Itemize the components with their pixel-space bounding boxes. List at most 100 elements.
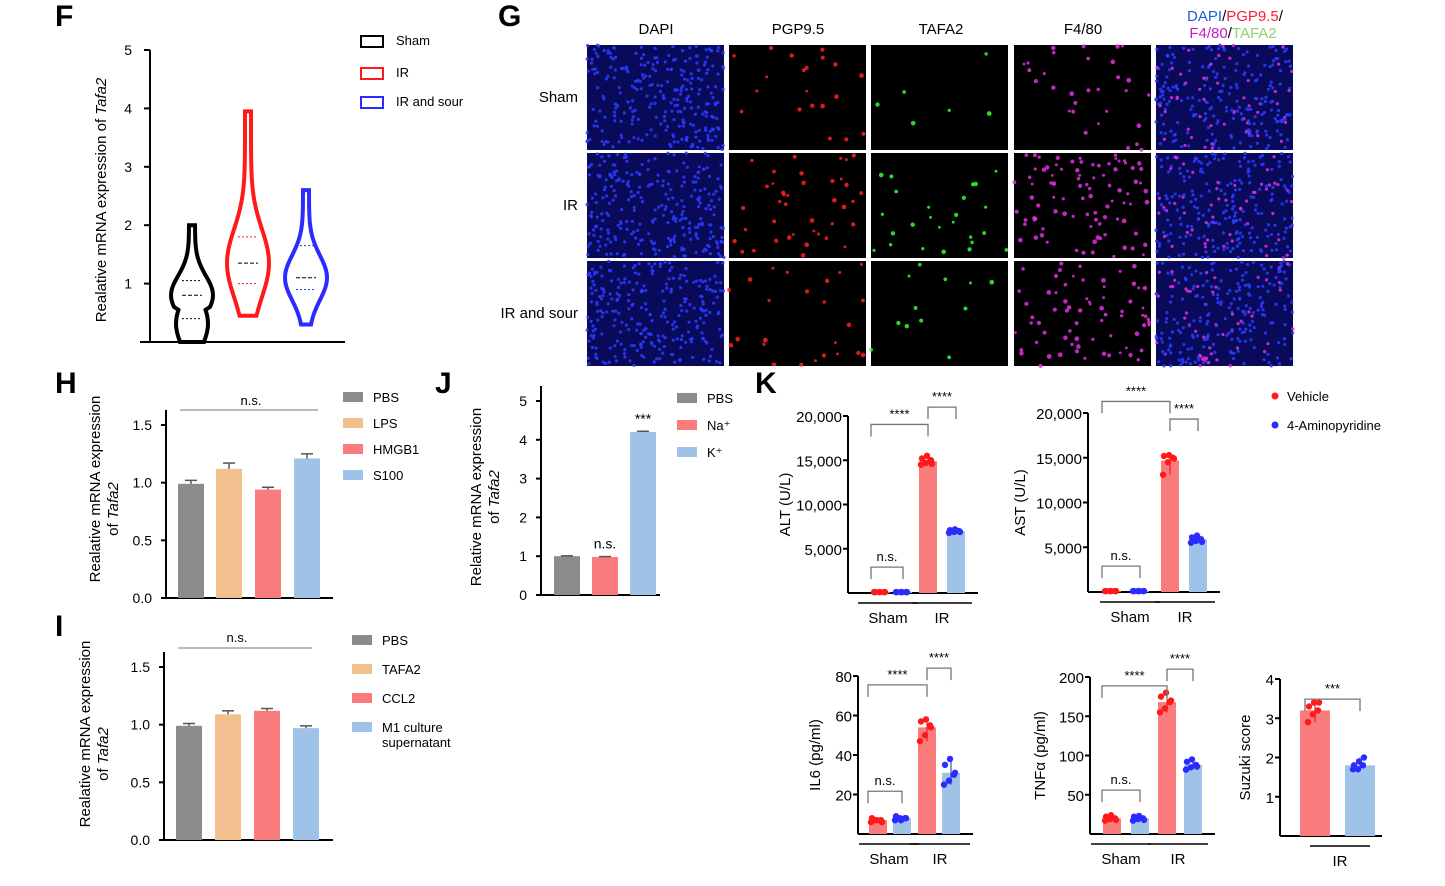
cell-signal xyxy=(705,71,709,76)
cell-signal xyxy=(1192,319,1196,323)
cell-signal xyxy=(697,284,701,288)
cell-signal xyxy=(1204,220,1208,225)
cell-signal xyxy=(821,353,827,358)
cell-signal xyxy=(1240,117,1244,122)
data-point xyxy=(1135,587,1143,595)
y-tick-label: 1 xyxy=(519,548,527,564)
cell-signal xyxy=(673,88,677,92)
cell-signal xyxy=(671,352,675,357)
cell-signal xyxy=(1217,222,1222,226)
cell-signal xyxy=(615,252,619,256)
cell-signal xyxy=(786,193,790,197)
cell-signal xyxy=(631,288,635,292)
cell-signal xyxy=(1029,195,1035,200)
significance-bracket xyxy=(1166,668,1194,682)
cell-signal xyxy=(1184,311,1189,315)
cell-signal xyxy=(1264,278,1269,282)
cell-signal xyxy=(620,135,624,140)
merge-header: DAPI/PGP9.5/ xyxy=(1187,8,1284,25)
cell-signal xyxy=(1103,232,1107,237)
cell-signal xyxy=(606,140,610,144)
cell-signal xyxy=(716,145,720,149)
cell-signal xyxy=(651,220,655,224)
cell-signal xyxy=(732,239,737,244)
significance-bracket xyxy=(867,790,903,804)
cell-signal xyxy=(651,247,656,251)
cell-signal xyxy=(681,124,685,128)
cell-signal xyxy=(698,316,703,320)
cell-signal xyxy=(1238,218,1242,222)
cell-signal xyxy=(699,307,703,311)
cell-signal xyxy=(1253,208,1258,212)
cell-signal xyxy=(1245,50,1249,54)
cell-signal xyxy=(1221,44,1225,49)
cell-signal xyxy=(1231,116,1236,121)
cell-signal xyxy=(843,245,847,249)
cell-signal xyxy=(1102,214,1108,220)
cell-signal xyxy=(596,318,600,322)
cell-signal xyxy=(1019,348,1024,352)
cell-signal xyxy=(1236,281,1240,286)
cell-signal xyxy=(696,170,700,175)
cell-signal xyxy=(698,88,702,92)
cell-signal xyxy=(1287,59,1291,63)
panel-letter-h: H xyxy=(55,367,77,400)
cell-signal xyxy=(598,163,602,167)
cell-signal xyxy=(1207,44,1211,48)
cell-signal xyxy=(1281,45,1285,49)
cell-signal xyxy=(657,205,661,209)
cell-signal xyxy=(1190,346,1194,350)
cell-signal xyxy=(1191,335,1195,339)
cell-signal xyxy=(1070,159,1075,164)
cell-signal xyxy=(1266,289,1270,294)
cell-signal xyxy=(1236,349,1240,353)
cell-signal xyxy=(714,134,718,138)
cell-signal xyxy=(650,342,654,346)
cell-signal xyxy=(1246,167,1250,171)
cell-signal xyxy=(722,255,726,259)
data-point xyxy=(917,461,925,468)
cell-signal xyxy=(1244,327,1248,331)
cell-signal xyxy=(1271,321,1275,325)
cell-signal xyxy=(633,263,637,268)
cell-signal xyxy=(616,285,621,290)
cell-signal xyxy=(609,55,613,59)
cell-signal xyxy=(1206,319,1210,323)
cell-signal xyxy=(708,354,713,358)
cell-signal xyxy=(1248,122,1252,126)
cell-signal xyxy=(1112,254,1116,259)
cell-signal xyxy=(658,89,663,94)
significance-label: **** xyxy=(929,650,949,665)
cell-signal xyxy=(668,269,672,273)
significance-label: **** xyxy=(1170,651,1190,666)
ns-label: n.s. xyxy=(241,393,262,408)
cell-signal xyxy=(689,237,693,241)
cell-signal xyxy=(1079,160,1084,164)
cell-signal xyxy=(801,180,806,186)
cell-signal xyxy=(630,219,635,223)
cell-signal xyxy=(841,204,847,210)
cell-signal xyxy=(1209,203,1213,207)
cell-signal xyxy=(639,63,643,67)
cell-signal xyxy=(762,337,768,343)
cell-signal xyxy=(836,352,839,356)
cell-signal xyxy=(717,197,721,201)
cell-signal xyxy=(1101,173,1106,177)
cell-signal xyxy=(1267,183,1271,187)
cell-signal xyxy=(589,274,593,278)
cell-signal xyxy=(1263,63,1267,68)
cell-signal xyxy=(669,101,673,105)
cell-signal xyxy=(1049,181,1053,185)
group-label: Sham xyxy=(869,851,908,868)
y-tick-label: 0.0 xyxy=(133,590,153,606)
cell-signal xyxy=(591,279,595,283)
cell-signal xyxy=(1173,201,1177,206)
cell-signal xyxy=(718,361,722,365)
cell-signal xyxy=(1255,129,1260,133)
cell-signal xyxy=(650,182,654,186)
cell-signal xyxy=(1278,82,1282,86)
cell-signal xyxy=(1276,108,1281,113)
cell-signal xyxy=(666,151,670,155)
cell-signal xyxy=(598,294,602,299)
cell-signal xyxy=(1223,76,1227,81)
